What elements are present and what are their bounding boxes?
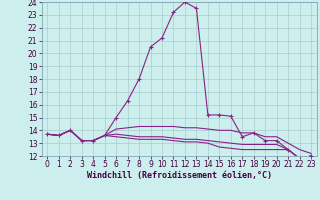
X-axis label: Windchill (Refroidissement éolien,°C): Windchill (Refroidissement éolien,°C) (87, 171, 272, 180)
